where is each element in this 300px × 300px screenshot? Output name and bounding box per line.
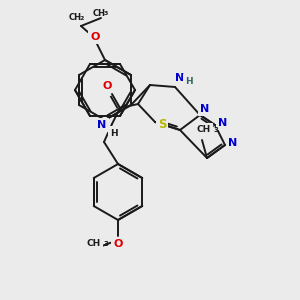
Text: N: N bbox=[200, 104, 210, 114]
Text: 3: 3 bbox=[104, 11, 108, 16]
Text: CH: CH bbox=[197, 125, 211, 134]
Text: 3: 3 bbox=[214, 127, 219, 133]
Text: O: O bbox=[113, 239, 123, 249]
Text: H: H bbox=[185, 76, 193, 85]
Text: O: O bbox=[90, 32, 100, 42]
Text: O: O bbox=[102, 81, 112, 91]
Text: 2: 2 bbox=[79, 16, 83, 21]
Text: H: H bbox=[110, 128, 118, 137]
Text: 3: 3 bbox=[104, 241, 109, 247]
Text: CH: CH bbox=[69, 14, 82, 22]
Text: S: S bbox=[158, 118, 166, 130]
Text: CH: CH bbox=[93, 10, 106, 19]
Text: N: N bbox=[176, 73, 184, 83]
Text: N: N bbox=[228, 138, 238, 148]
Text: CH: CH bbox=[87, 239, 101, 248]
Text: N: N bbox=[218, 118, 228, 128]
Text: N: N bbox=[98, 120, 106, 130]
